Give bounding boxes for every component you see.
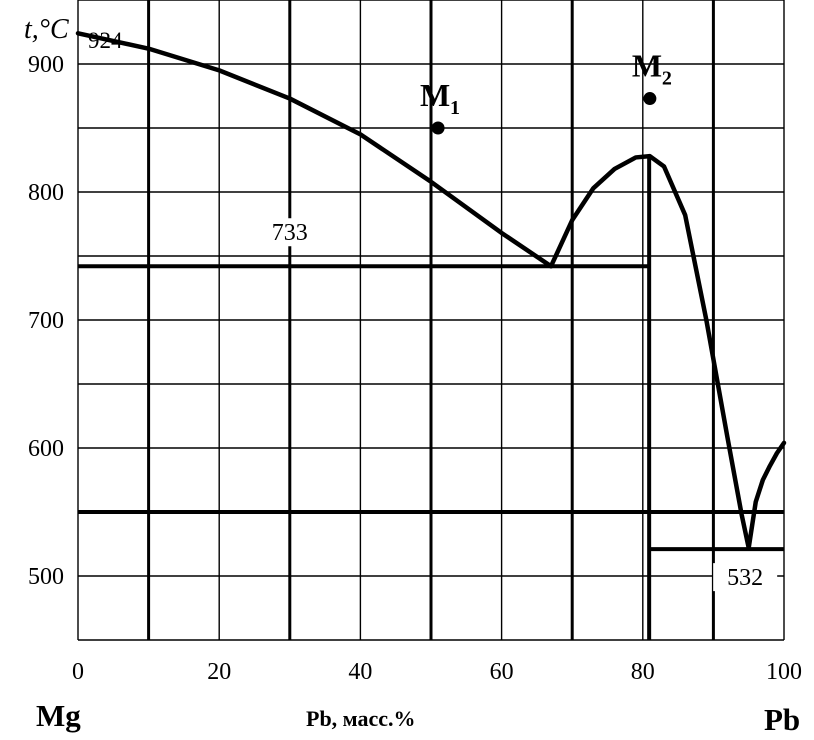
isotherm-label: 733 bbox=[272, 220, 308, 246]
x-tick-label: 0 bbox=[72, 659, 84, 685]
line-label-bg bbox=[713, 563, 778, 592]
point-marker bbox=[643, 92, 657, 106]
horizontal-lines: 733 532 bbox=[78, 218, 784, 592]
x-tick-label: 100 bbox=[766, 659, 802, 685]
y-tick-label: 900 bbox=[28, 52, 64, 78]
x-right-component-label: Pb bbox=[764, 702, 800, 737]
y-tick-label: 500 bbox=[28, 564, 64, 590]
x-tick-label: 40 bbox=[348, 659, 372, 685]
y-axis-label: t,°C bbox=[24, 14, 69, 45]
liquidus-curve bbox=[746, 440, 787, 551]
tick-labels: 0 20 40 60 80 100 500 600 700 800 900 bbox=[28, 52, 802, 685]
y-tick-label: 800 bbox=[28, 180, 64, 206]
liquidus-curve bbox=[548, 153, 751, 551]
y-tick-label: 600 bbox=[28, 436, 64, 462]
point-label-subscript: 2 bbox=[662, 68, 672, 90]
liquidus-curve bbox=[75, 31, 554, 269]
point-label: M bbox=[420, 77, 450, 113]
annotation-924: 924 bbox=[88, 28, 123, 53]
isotherm-label: 532 bbox=[727, 565, 763, 591]
x-tick-label: 60 bbox=[490, 659, 514, 685]
point-marker bbox=[431, 121, 445, 135]
liquidus-curves bbox=[75, 31, 787, 551]
line-label-bg bbox=[257, 218, 322, 247]
points: M 1M 2 bbox=[420, 48, 672, 135]
point-label-subscript: 1 bbox=[450, 97, 460, 119]
grid bbox=[77, 0, 785, 641]
x-axis-label: Pb, масс.% bbox=[306, 706, 416, 731]
x-tick-label: 20 bbox=[207, 659, 231, 685]
x-left-component-label: Mg bbox=[36, 698, 81, 733]
point-label: M bbox=[632, 48, 662, 84]
x-tick-label: 80 bbox=[631, 659, 655, 685]
y-tick-label: 700 bbox=[28, 308, 64, 334]
